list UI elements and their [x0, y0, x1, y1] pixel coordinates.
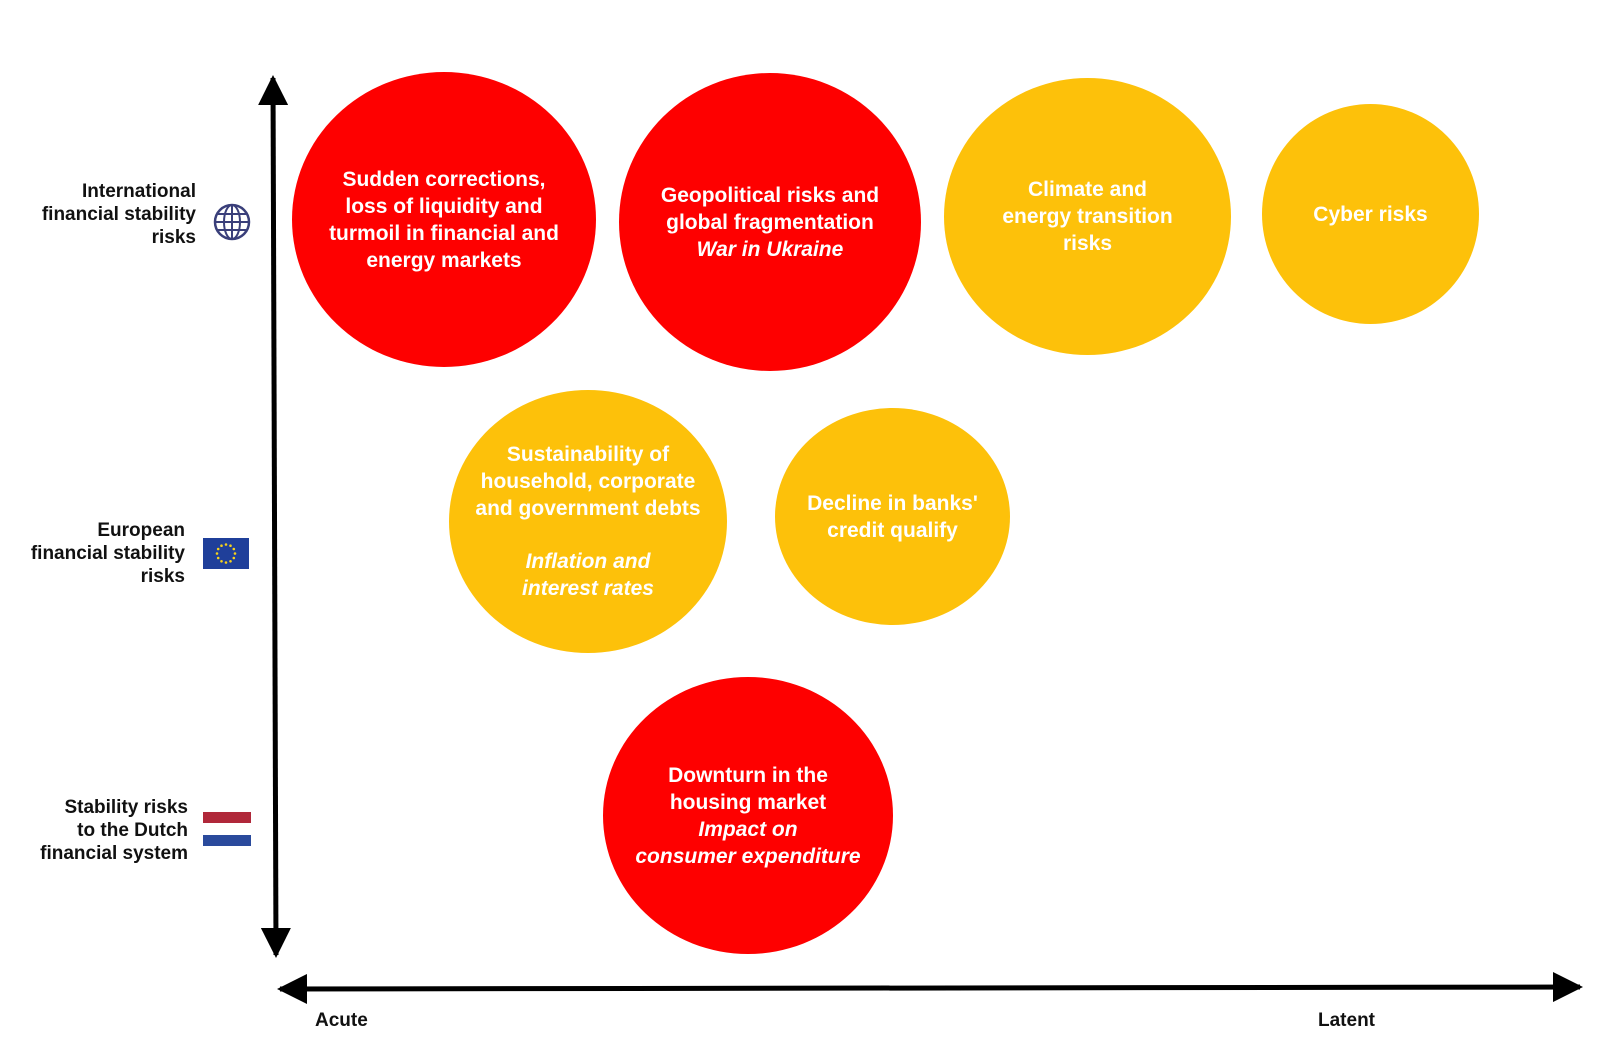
- row-label-dutch: Stability risks to the Dutch financial s…: [40, 797, 188, 864]
- bubble-cyber: Cyber risks: [1262, 104, 1479, 324]
- eu-flag-icon: [203, 538, 249, 569]
- bubble-housing: Downturn in the housing market Impact on…: [603, 677, 893, 954]
- bubble-title: Decline in banks' credit qualify: [807, 491, 978, 542]
- bubble-climate: Climate and energy transition risks: [944, 78, 1231, 355]
- x-axis-label-latent: Latent: [1318, 1010, 1375, 1031]
- bubble-subtitle: Impact on consumer expenditure: [635, 817, 861, 868]
- bubble-title: Geopolitical risks and global fragmentat…: [660, 183, 880, 234]
- bubble-credit-quality: Decline in banks' credit qualify: [775, 408, 1010, 625]
- x-axis-label-acute: Acute: [315, 1010, 368, 1031]
- bubble-geopolitical: Geopolitical risks and global fragmentat…: [619, 73, 921, 371]
- bubble-sustainability: Sustainability of household, corporate a…: [449, 390, 727, 653]
- bubble-title: Downturn in the housing market: [668, 763, 828, 814]
- bubble-title: Cyber risks: [1313, 202, 1428, 226]
- bubble-title: Sudden corrections, loss of liquidity an…: [329, 167, 559, 272]
- bubble-subtitle: War in Ukraine: [696, 237, 844, 261]
- globe-icon: [213, 203, 251, 241]
- bubble-title: Climate and energy transition risks: [1002, 178, 1173, 255]
- row-label-international: International financial stability risks: [41, 181, 196, 248]
- row-label-european: European financial stability risks: [30, 520, 185, 587]
- bubble-subtitle: Inflation and interest rates: [522, 550, 654, 600]
- netherlands-flag-icon: [203, 812, 251, 846]
- horizontal-axis: [277, 972, 1583, 1004]
- bubble-sudden-corrections: Sudden corrections, loss of liquidity an…: [292, 72, 596, 367]
- bubble-title: Sustainability of household, corporate a…: [475, 443, 701, 520]
- vertical-axis: [258, 75, 291, 958]
